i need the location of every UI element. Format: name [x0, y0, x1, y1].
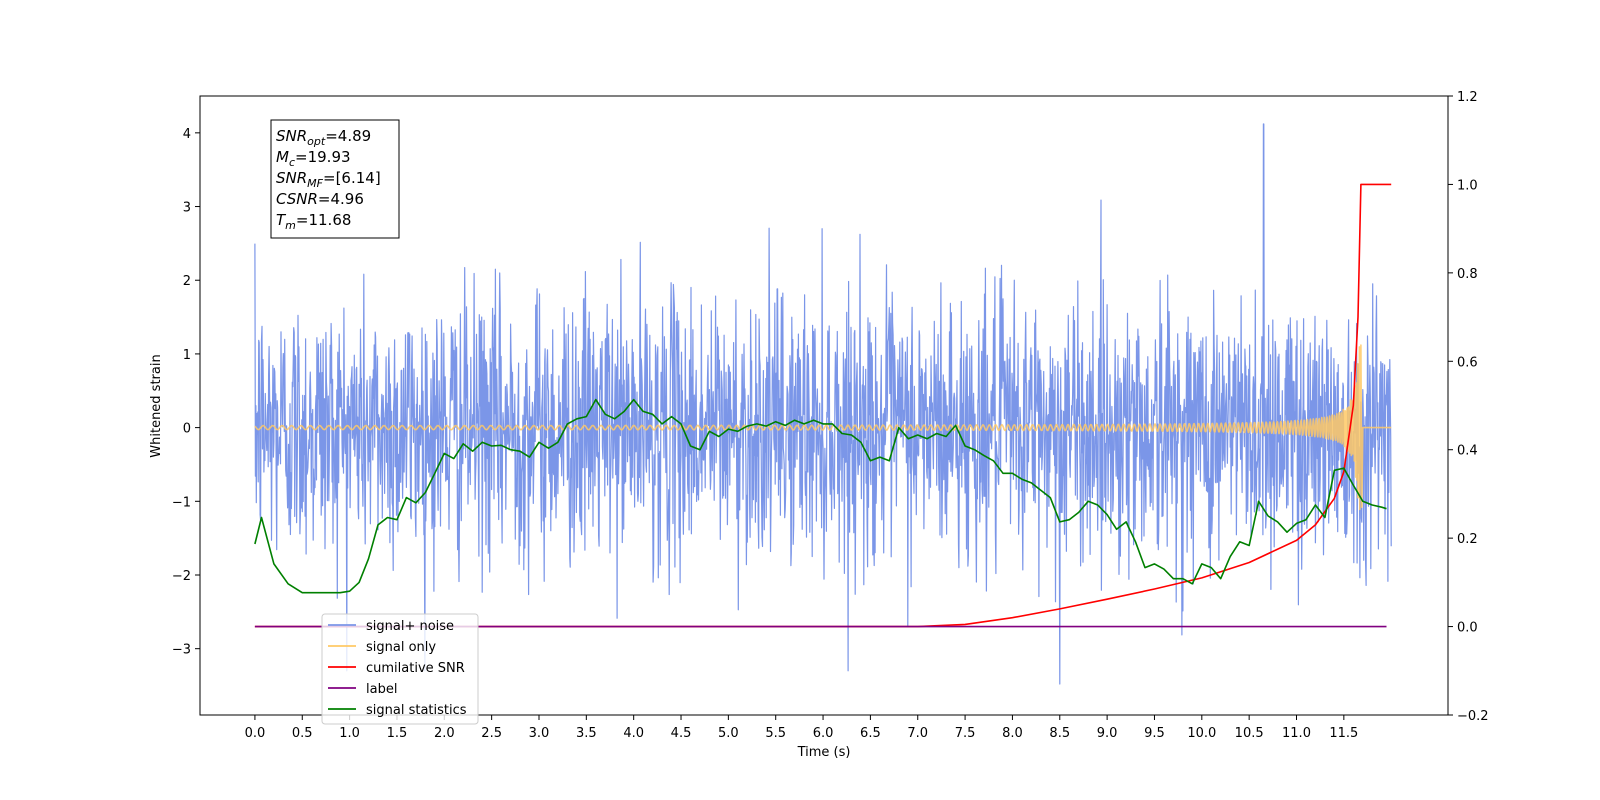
- x-tick-label: 10.0: [1187, 726, 1216, 741]
- x-tick-label: 8.5: [1049, 726, 1070, 741]
- info-box-line: Mc=19.93: [276, 148, 351, 169]
- x-tick-label: 1.5: [387, 726, 408, 741]
- legend-label-cumilative-snr: cumilative SNR: [366, 661, 465, 676]
- x-tick-label: 6.5: [860, 726, 881, 741]
- legend-label-signal-only: signal only: [366, 640, 436, 655]
- x-tick-label: 0.0: [245, 726, 266, 741]
- info-box-line: Tm=11.68: [276, 211, 351, 232]
- legend-label-signal-noise: signal+ noise: [366, 619, 454, 634]
- y-right-tick-label: 0.6: [1457, 355, 1478, 370]
- legend-label-signal-statistics: signal statistics: [366, 703, 467, 718]
- x-tick-label: 7.5: [955, 726, 976, 741]
- x-tick-label: 1.0: [339, 726, 360, 741]
- y-axis-title-left: Whitened strain: [149, 354, 164, 457]
- x-tick-label: 3.5: [576, 726, 597, 741]
- x-tick-label: 4.0: [623, 726, 644, 741]
- series-line-cumilative-snr: [254, 183, 1392, 628]
- legend-frame: [321, 613, 479, 725]
- info-box-frame: [270, 119, 400, 239]
- x-tick-label: 10.5: [1235, 726, 1264, 741]
- y-left-tick-label: −1: [172, 495, 191, 510]
- info-box-line: CSNR=4.96: [276, 190, 364, 208]
- x-tick-label: 4.5: [671, 726, 692, 741]
- y-left-tick-label: 0: [183, 422, 191, 437]
- x-tick-label: 3.0: [529, 726, 550, 741]
- y-left-tick-label: 2: [183, 274, 191, 289]
- x-tick-label: 9.0: [1097, 726, 1118, 741]
- info-box-line: SNRMF=[6.14]: [276, 169, 381, 190]
- y-right-tick-label: 0.2: [1457, 532, 1478, 547]
- plot-frame: [199, 95, 1449, 716]
- x-tick-label: 2.5: [481, 726, 502, 741]
- x-tick-label: 0.5: [292, 726, 313, 741]
- legend: signal+ noise signal only cumilative SNR la…: [321, 613, 479, 725]
- y-right-tick-label: 1.0: [1457, 178, 1478, 193]
- x-tick-label: 5.5: [765, 726, 786, 741]
- x-tick-label: 11.0: [1282, 726, 1311, 741]
- y-left-tick-label: 3: [183, 201, 191, 216]
- y-left-tick-label: −3: [172, 643, 191, 658]
- x-tick-label: 7.0: [907, 726, 928, 741]
- x-tick-label: 2.0: [434, 726, 455, 741]
- info-box-line: SNRopt=4.89: [276, 127, 371, 148]
- y-left-tick-label: −2: [172, 569, 191, 584]
- info-box: SNRopt=4.89Mc=19.93SNRMF=[6.14]CSNR=4.96…: [270, 119, 400, 239]
- ticks-layer: 0.0 0.5 1.0 1.5 2.0 2.5 3.0 3.5 4.0 4.5 5.0 5.5 6.0 6…: [172, 90, 1489, 741]
- y-right-tick-label: 0.0: [1457, 621, 1478, 636]
- y-right-tick-label: −0.2: [1457, 709, 1489, 724]
- x-axis-title: Time (s): [797, 745, 851, 760]
- y-right-tick-label: 1.2: [1457, 90, 1478, 105]
- legend-label-label: label: [366, 682, 397, 697]
- x-tick-label: 5.0: [718, 726, 739, 741]
- x-tick-label: 8.0: [1002, 726, 1023, 741]
- y-left-tick-label: 1: [183, 348, 191, 363]
- y-right-tick-label: 0.4: [1457, 444, 1478, 459]
- series-line-signal-noise: [254, 123, 1392, 685]
- y-right-tick-label: 0.8: [1457, 267, 1478, 282]
- series-line-signal-statistics: [254, 398, 1387, 594]
- y-left-tick-label: 4: [183, 127, 191, 142]
- x-tick-label: 6.0: [813, 726, 834, 741]
- x-tick-label: 11.5: [1329, 726, 1358, 741]
- x-tick-label: 9.5: [1144, 726, 1165, 741]
- series-line-signal-only: [254, 344, 1392, 511]
